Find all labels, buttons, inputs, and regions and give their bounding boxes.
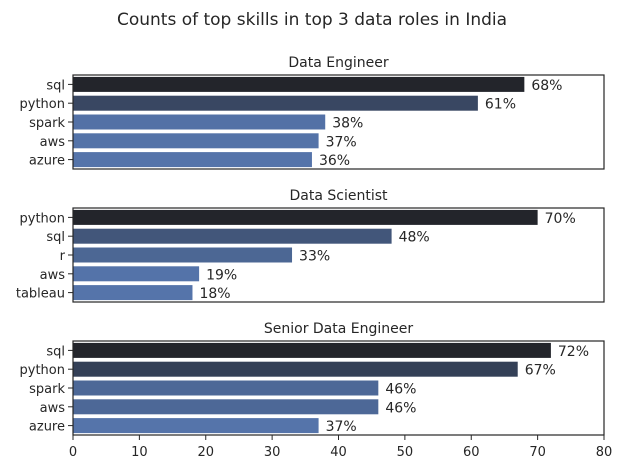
x-tick-label: 70 xyxy=(529,445,546,460)
value-label: 67% xyxy=(525,363,556,379)
subplot-2: Data Scientist python 70% sql 48% r 33% aws 19% t… xyxy=(16,188,605,303)
x-tick-label: 80 xyxy=(596,445,613,460)
value-label: 33% xyxy=(299,249,330,265)
value-label: 37% xyxy=(326,134,357,150)
figure-title: Counts of top skills in top 3 data roles… xyxy=(117,10,507,30)
category-label: aws xyxy=(40,268,66,283)
category-label: python xyxy=(20,211,65,226)
x-tick-label: 30 xyxy=(264,445,281,460)
bar-sql xyxy=(73,76,525,92)
bar-aws xyxy=(73,133,319,149)
category-label: aws xyxy=(40,401,66,416)
value-label: 36% xyxy=(319,153,350,169)
value-label: 18% xyxy=(199,286,230,302)
category-label: sql xyxy=(46,344,65,359)
x-tick-label: 0 xyxy=(69,445,77,460)
category-label: aws xyxy=(40,135,66,150)
subplot-3: Senior Data Engineer sql 72% python 67% spark… xyxy=(20,321,613,460)
x-tick-label: 50 xyxy=(397,445,414,460)
category-label: python xyxy=(20,97,65,112)
category-label: azure xyxy=(29,420,65,435)
bar-sql xyxy=(73,228,392,244)
x-tick-label: 10 xyxy=(131,445,148,460)
bar-azure xyxy=(73,418,319,434)
value-label: 61% xyxy=(485,97,516,113)
bar-aws xyxy=(73,266,200,282)
bar-python xyxy=(73,361,518,377)
x-tick-label: 20 xyxy=(197,445,214,460)
bar-azure xyxy=(73,152,312,168)
value-label: 46% xyxy=(385,400,416,416)
value-label: 48% xyxy=(399,230,430,246)
value-label: 46% xyxy=(385,382,416,398)
bar-r xyxy=(73,247,293,263)
bar-spark xyxy=(73,114,326,130)
category-label: sql xyxy=(46,230,65,245)
bar-sql xyxy=(73,342,551,358)
category-label: spark xyxy=(29,382,65,397)
bar-spark xyxy=(73,380,379,396)
subplot-title: Data Engineer xyxy=(288,55,388,71)
value-label: 37% xyxy=(326,419,357,435)
category-label: sql xyxy=(46,78,65,93)
bar-tableau xyxy=(73,285,193,301)
value-label: 70% xyxy=(545,211,576,227)
bar-python xyxy=(73,95,478,111)
value-label: 38% xyxy=(332,116,363,132)
category-label: tableau xyxy=(16,287,65,302)
subplot-1: Data Engineer sql 68% python 61% spark 38% aws 3… xyxy=(20,55,605,170)
subplot-title: Senior Data Engineer xyxy=(264,321,414,337)
value-label: 19% xyxy=(206,267,237,283)
category-label: python xyxy=(20,363,65,378)
bar-aws xyxy=(73,399,379,415)
value-label: 68% xyxy=(531,78,562,94)
category-label: r xyxy=(60,249,66,264)
axes-frame xyxy=(72,207,605,303)
bar-python xyxy=(73,209,538,225)
x-tick-label: 60 xyxy=(463,445,480,460)
axes-frame xyxy=(72,74,605,170)
category-label: azure xyxy=(29,154,65,169)
category-label: spark xyxy=(29,116,65,131)
value-label: 72% xyxy=(558,344,589,360)
x-tick-label: 40 xyxy=(330,445,347,460)
subplot-title: Data Scientist xyxy=(290,188,389,204)
